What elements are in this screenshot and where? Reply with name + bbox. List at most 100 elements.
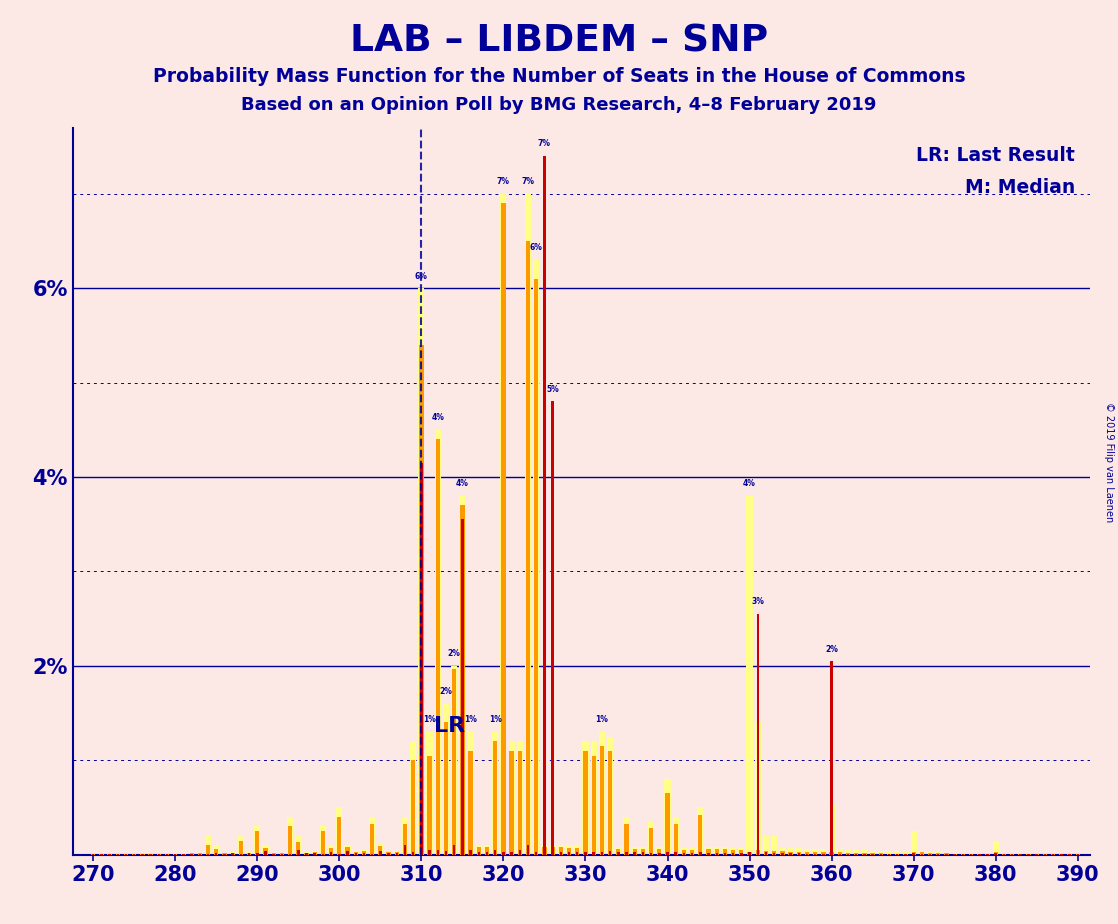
Bar xyxy=(1076,854,1080,855)
Bar xyxy=(395,852,399,855)
Bar xyxy=(854,853,859,855)
Bar xyxy=(238,836,244,855)
Bar xyxy=(986,854,988,855)
Bar xyxy=(787,848,794,855)
Bar xyxy=(239,854,243,855)
Bar xyxy=(313,852,316,855)
Bar xyxy=(888,854,890,855)
Bar xyxy=(353,852,358,855)
Bar xyxy=(590,741,597,855)
Bar xyxy=(600,852,603,855)
Bar xyxy=(650,853,652,855)
Bar xyxy=(904,854,907,855)
Text: Probability Mass Function for the Number of Seats in the House of Commons: Probability Mass Function for the Number… xyxy=(153,67,965,86)
Bar xyxy=(681,848,686,855)
Bar xyxy=(682,850,686,855)
Bar xyxy=(288,826,292,855)
Bar xyxy=(995,853,997,855)
Bar xyxy=(329,848,333,855)
Bar xyxy=(945,853,948,855)
Bar xyxy=(288,854,292,855)
Bar xyxy=(624,817,629,855)
Bar xyxy=(576,852,578,855)
Bar xyxy=(263,845,268,855)
Bar xyxy=(1018,854,1023,855)
Bar xyxy=(108,854,111,855)
Bar xyxy=(673,817,679,855)
Bar xyxy=(830,852,834,855)
Bar xyxy=(453,845,455,855)
Bar xyxy=(378,846,382,855)
Bar xyxy=(551,401,553,855)
Bar xyxy=(789,853,792,855)
Bar xyxy=(248,853,250,855)
Bar xyxy=(106,854,113,855)
Bar xyxy=(559,847,563,855)
Bar xyxy=(837,852,842,855)
Bar xyxy=(320,826,326,855)
Bar xyxy=(467,732,474,855)
Bar xyxy=(125,854,127,855)
Bar xyxy=(593,852,595,855)
Bar xyxy=(845,849,851,855)
Bar xyxy=(476,847,481,855)
Bar xyxy=(273,854,275,855)
Bar xyxy=(673,823,678,855)
Bar xyxy=(757,614,759,855)
Bar xyxy=(748,852,751,855)
Bar xyxy=(459,496,465,855)
Bar xyxy=(855,854,858,855)
Bar xyxy=(510,751,514,855)
Bar xyxy=(123,854,129,855)
Bar xyxy=(1003,854,1005,855)
Bar xyxy=(148,854,153,855)
Bar xyxy=(1077,854,1079,855)
Bar xyxy=(748,852,751,855)
Bar xyxy=(494,850,496,855)
Bar xyxy=(305,853,307,855)
Bar xyxy=(246,852,253,855)
Bar xyxy=(436,850,439,855)
Bar xyxy=(224,854,226,855)
Bar xyxy=(608,751,613,855)
Bar xyxy=(404,845,406,855)
Bar xyxy=(180,853,187,855)
Bar xyxy=(420,463,423,855)
Bar xyxy=(493,741,498,855)
Bar xyxy=(190,853,193,855)
Bar xyxy=(633,849,637,855)
Bar xyxy=(822,854,825,855)
Bar xyxy=(155,854,162,855)
Bar xyxy=(828,803,835,855)
Bar xyxy=(755,723,761,855)
Bar xyxy=(445,851,447,855)
Bar xyxy=(690,850,694,855)
Bar xyxy=(797,852,800,855)
Bar xyxy=(788,852,793,855)
Bar xyxy=(361,850,367,855)
Bar xyxy=(937,854,939,855)
Bar xyxy=(804,849,811,855)
Bar xyxy=(953,854,957,855)
Bar xyxy=(172,853,178,855)
Bar xyxy=(927,852,934,855)
Bar xyxy=(740,853,742,855)
Bar xyxy=(486,852,489,855)
Text: 1%: 1% xyxy=(489,715,502,724)
Bar xyxy=(1068,854,1072,855)
Bar xyxy=(862,853,866,855)
Bar xyxy=(426,732,433,855)
Bar xyxy=(428,850,430,855)
Text: 1%: 1% xyxy=(423,715,436,724)
Bar xyxy=(863,854,865,855)
Bar xyxy=(879,853,883,855)
Bar xyxy=(354,853,357,855)
Bar xyxy=(599,746,604,855)
Bar xyxy=(502,852,504,855)
Bar xyxy=(732,853,735,855)
Bar xyxy=(978,854,980,855)
Bar xyxy=(698,808,703,855)
Bar xyxy=(231,853,234,855)
Bar xyxy=(287,817,293,855)
Bar xyxy=(222,853,227,855)
